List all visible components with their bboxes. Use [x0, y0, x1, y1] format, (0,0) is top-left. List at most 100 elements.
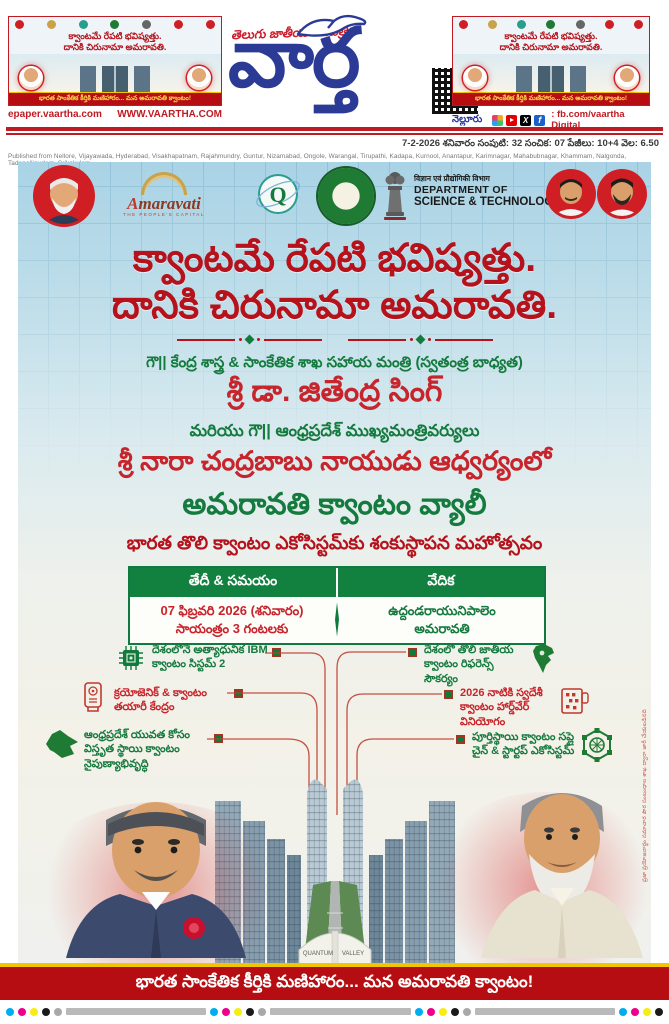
amaravati-mini-icon — [46, 19, 56, 29]
ap-map-icon — [44, 728, 82, 767]
modi-mini-icon — [459, 19, 468, 29]
pawan-mini-icon — [174, 19, 184, 29]
ear-ad-logos — [9, 17, 221, 30]
lokesh-mini-icon — [633, 19, 643, 29]
event-description: భారత తొలి క్వాంటం ఎకోసిస్టమ్‌కు శంకుస్థా… — [126, 532, 543, 553]
ap-state-emblem — [318, 168, 374, 224]
ad-headline: క్వాంటమే రేపటి భవిష్యత్తు. దానికి చిరునా… — [18, 236, 651, 330]
headline-divider — [18, 334, 651, 345]
quantum-hardware-icon — [560, 685, 590, 722]
schedule-table: తేదీ & సమయం వేదిక 07 ఫిబ్రవరి 2026 (శనివ… — [128, 566, 546, 646]
masthead-rule-thick — [6, 127, 663, 131]
ear-ad-headline-line1: క్వాంటమే రేపటి భవిష్యత్తు. — [68, 31, 162, 41]
bottom-slogan-banner: భారత సాంకేతిక కీర్తికి మణిహారం... మన అమర… — [0, 963, 669, 1000]
modi-mini-icon — [15, 19, 24, 29]
ear-ad-left-portrait — [19, 66, 43, 90]
gate-text-right: VALLEY — [342, 951, 364, 957]
facebook-icon[interactable]: f — [534, 114, 546, 126]
chandrababu-naidu-photo — [467, 776, 651, 963]
feature-connector-node — [444, 690, 453, 699]
ear-ad-left-portrait — [463, 66, 487, 90]
dept-hindi-line: विज्ञान एवं प्रौद्योगिकी विभाग — [414, 174, 490, 183]
masthead-rule-thin — [6, 133, 663, 135]
schedule-time: సాయంత్రం 3 గంటలకు — [175, 620, 289, 636]
jitendra-singh-photo — [36, 786, 276, 963]
amaravati-mini-icon — [488, 19, 498, 29]
schedule-date: 07 ఫిబ్రవరి 2026 (శనివారం) — [160, 603, 304, 618]
feature-item: పూర్తిస్థాయి క్వాంటం సప్లై చైన్ & స్టార్… — [472, 731, 575, 758]
national-emblem-icon — [382, 170, 408, 227]
masthead-links: epaper.vaartha.com WWW.VAARTHA.COM — [8, 109, 222, 120]
lokesh-mini-icon — [205, 19, 215, 29]
app-store-icon[interactable] — [492, 114, 504, 126]
ear-ad-buildings — [516, 66, 586, 92]
ear-ad-buildings — [80, 66, 150, 92]
supply-chain-icon — [580, 728, 614, 767]
date-line: 7-2-2026 శనివారం సంపుటి: 32 సంచిక: 07 పే… — [402, 138, 659, 149]
dept-line2: SCIENCE & TECHNOLOGY — [414, 196, 561, 208]
national-quantum-mission-logo: Q — [252, 170, 304, 222]
quantum-chip-icon — [118, 645, 144, 676]
schedule-datetime-cell: 07 ఫిబ్రవరి 2026 (శనివారం) సాయంత్రం 3 గం… — [130, 602, 334, 637]
epaper-link[interactable]: epaper.vaartha.com — [8, 109, 102, 120]
edition-label: నెల్లూరు — [452, 114, 483, 125]
ear-ad-right[interactable]: క్వాంటమే రేపటి భవిష్యత్తు. దానికి చిరునా… — [452, 16, 650, 106]
dove-icon — [294, 12, 372, 47]
quantum-valley-advertisement: Amaravati THE PEOPLE'S CAPITAL Q विज — [18, 162, 651, 963]
feature-connector-node — [408, 648, 417, 657]
amaravati-logo: Amaravati THE PEOPLE'S CAPITAL — [100, 172, 228, 217]
ear-ad-headline-line2: దానికి చిరునామా అమరావతి. — [499, 42, 603, 53]
x-twitter-icon[interactable]: X — [520, 114, 532, 126]
amaravati-logo-subtext: THE PEOPLE'S CAPITAL — [123, 212, 205, 217]
feature-connector-node — [456, 735, 465, 744]
vertical-credit-note: ప్రజా ప్రయోజనార్థం సమాచార పౌర సంబంధాల శా… — [642, 709, 648, 882]
bottom-slogan-text: భారత సాంకేతిక కీర్తికి మణిహారం... మన అమర… — [135, 971, 534, 991]
ear-ad-right-portrait — [187, 66, 211, 90]
feature-connector-node — [234, 689, 243, 698]
india-map-icon — [530, 643, 560, 680]
minister-name: శ్రీ డా. జితేంద్ర సింగ్ — [226, 375, 443, 408]
feature-item: దేశంలోనే అత్యాధునిక IBM క్వాంటం సిస్టమ్ … — [152, 644, 268, 671]
feature-item: 2026 నాటికి స్వదేశీ క్వాంటం హార్డ్‌వేర్ … — [460, 687, 543, 728]
minister-title: గౌ|| కేంద్ర శాస్త్ర & సాంకేతిక శాఖ సహాయ … — [146, 354, 523, 371]
quantum-mission-mini-icon — [78, 19, 88, 29]
ear-ad-headline-line2: దానికి చిరునామా అమరావతి. — [63, 42, 167, 53]
ear-ad-picture — [453, 53, 649, 92]
schedule-venue-line1: ఉద్దండరాయునిపాలెం — [388, 603, 496, 618]
ear-ad-left[interactable]: క్వాంటమే రేపటి భవిష్యత్తు. దానికి చిరునా… — [8, 16, 222, 106]
cm-name: శ్రీ నారా చంద్రబాబు నాయుడు ఆధ్వర్యంలో — [117, 446, 552, 476]
website-link[interactable]: WWW.VAARTHA.COM — [117, 109, 222, 120]
edition-row: నెల్లూరు X f : fb.com/vaartha Digital — [452, 109, 652, 131]
schedule-venue-line2: అమరావతి — [414, 620, 470, 636]
feature-item: క్రయోజెనిక్ & క్వాంటం తయారీ కేంద్రం — [114, 687, 207, 714]
ear-ad-headline: క్వాంటమే రేపటి భవిష్యత్తు. దానికి చిరునా… — [453, 30, 649, 54]
schedule-table-body: 07 ఫిబ్రవరి 2026 (శనివారం) సాయంత్రం 3 గం… — [130, 597, 544, 643]
natl-emblem-mini-icon — [575, 19, 585, 29]
youtube-icon[interactable] — [506, 114, 518, 126]
facebook-handle[interactable]: : fb.com/vaartha Digital — [551, 109, 625, 131]
feature-connector-node — [272, 648, 281, 657]
schedule-table-header: తేదీ & సమయం వేదిక — [130, 568, 544, 597]
feature-connector-node — [214, 734, 223, 743]
dept-line1: DEPARTMENT OF — [414, 184, 508, 196]
cryogenic-machine-icon — [80, 681, 106, 720]
feature-item: దేశంలో తొలి జాతీయ క్వాంటం రిఫరెన్స్ సౌకర… — [424, 644, 514, 685]
schedule-col-datetime-header: తేదీ & సమయం — [130, 568, 338, 597]
pawan-kalyan-portrait — [549, 172, 593, 216]
amaravati-logo-text: maravati — [138, 194, 201, 213]
feature-item: ఆంధ్రప్రదేశ్ యువత కోసం విస్తృత స్థాయి క్… — [84, 729, 190, 770]
schedule-venue-cell: ఉద్దండరాయునిపాలెం అమరావతి — [340, 602, 544, 637]
dept-science-technology-label: विज्ञान एवं प्रौद्योगिकी विभाग DEPARTMEN… — [414, 174, 561, 208]
pawan-mini-icon — [604, 19, 614, 29]
ear-ad-headline: క్వాంటమే రేపటి భవిష్యత్తు. దానికి చిరునా… — [9, 30, 221, 54]
quantum-mission-mini-icon — [517, 19, 527, 29]
printer-registration-marks — [0, 1007, 669, 1016]
cm-title: మరియు గౌ|| ఆంధ్రప్రదేశ్ ముఖ్యమంత్రివర్యు… — [189, 422, 480, 440]
event-name: అమరావతి క్వాంటం వ్యాలీ — [182, 488, 487, 521]
amaravati-dome-icon — [141, 172, 187, 195]
social-icons: X f — [492, 114, 546, 126]
ear-ad-footer-strip: భారత సాంకేతిక కీర్తికి మణిహారం... మన అమర… — [9, 92, 221, 105]
natl-emblem-mini-icon — [142, 19, 152, 29]
schedule-divider — [334, 602, 340, 637]
